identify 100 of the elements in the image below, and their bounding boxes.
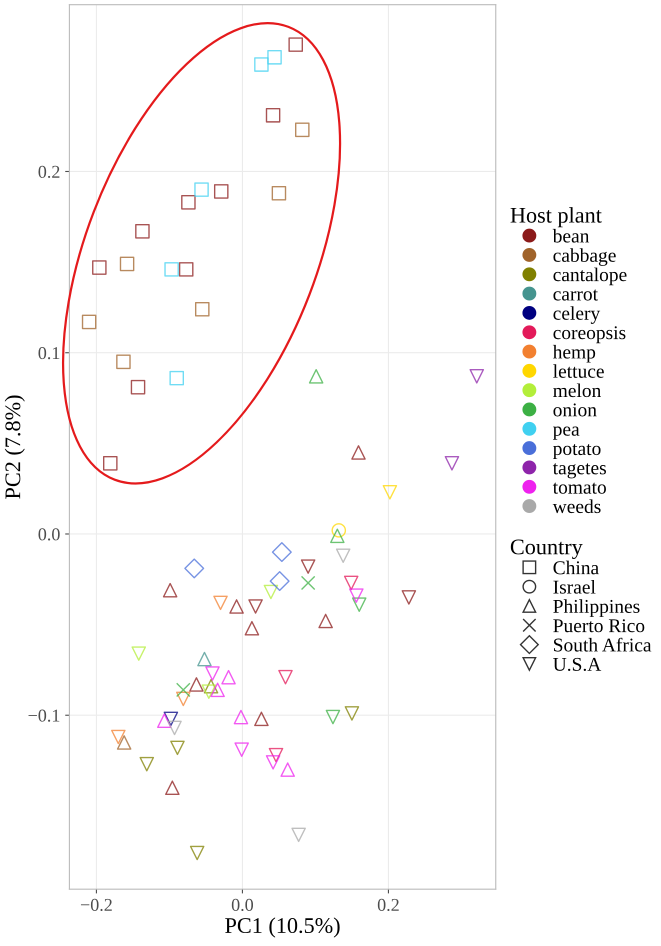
- legend-label: Puerto Rico: [553, 619, 644, 632]
- y-axis-title: PC2 (7.8%): [4, 395, 25, 499]
- point: [176, 682, 191, 698]
- point: [111, 730, 126, 744]
- point: [234, 710, 248, 724]
- y-tick-label: 0.2: [38, 166, 60, 178]
- point: [344, 576, 358, 590]
- point: [349, 588, 364, 603]
- point: [176, 692, 191, 706]
- point: [116, 354, 131, 370]
- point: [167, 720, 182, 736]
- point: [189, 677, 204, 692]
- point: [330, 528, 345, 544]
- point: [332, 523, 346, 538]
- point: [178, 262, 194, 277]
- x-tick-label: 0.2: [378, 898, 399, 912]
- legend-label: Philippines: [553, 599, 640, 617]
- legend-label: South Africa: [554, 638, 652, 652]
- point: [300, 559, 316, 574]
- point: [469, 369, 484, 384]
- point: [194, 302, 210, 317]
- point: [267, 50, 282, 65]
- point: [272, 186, 286, 201]
- point: [300, 576, 316, 590]
- point: [190, 846, 204, 860]
- point: [181, 195, 196, 210]
- y-tick-label: 0.1: [38, 346, 60, 360]
- point: [120, 256, 134, 272]
- point: [162, 582, 178, 598]
- legend-label: celery: [553, 306, 600, 324]
- legend-label: lettuce: [553, 364, 604, 378]
- point: [140, 756, 154, 772]
- point: [234, 742, 249, 757]
- point: [266, 755, 280, 770]
- point: [213, 596, 228, 610]
- point: [402, 590, 416, 605]
- point: [194, 182, 209, 197]
- point: [157, 713, 172, 728]
- point: [116, 735, 132, 750]
- point: [352, 597, 367, 612]
- x-tick-label: −0.2: [80, 898, 112, 912]
- point: [280, 762, 295, 777]
- text: Host plant: [510, 207, 602, 228]
- point: [278, 670, 293, 684]
- point: [197, 652, 212, 666]
- legend-label: coreopsis: [553, 326, 626, 344]
- point: [164, 712, 178, 726]
- point: [254, 57, 269, 72]
- point: [169, 370, 184, 386]
- point: [210, 682, 225, 698]
- point: [326, 710, 340, 724]
- point: [221, 670, 236, 684]
- point: [295, 122, 310, 138]
- point: [248, 599, 263, 614]
- point: [82, 314, 96, 330]
- legend-label: carrot: [553, 289, 598, 301]
- point: [131, 646, 146, 661]
- point: [444, 456, 460, 471]
- legend-label: hemp: [552, 344, 596, 363]
- legend-label: Israel: [553, 580, 596, 594]
- point: [254, 712, 269, 726]
- x-tick-label: 0.0: [232, 898, 254, 912]
- point: [318, 614, 333, 628]
- point: [204, 678, 218, 694]
- legend-label: onion: [553, 403, 597, 416]
- point: [130, 380, 146, 394]
- point: [229, 599, 244, 614]
- point: [103, 456, 118, 471]
- point: [205, 666, 220, 681]
- legend-label: cantalope: [553, 268, 627, 286]
- point: [165, 780, 180, 796]
- point: [170, 740, 185, 756]
- x-axis-title: PC1 (10.5%): [225, 917, 340, 938]
- point: [291, 828, 306, 842]
- point: [164, 262, 179, 277]
- legend-label: pea: [553, 426, 580, 440]
- legend-label: bean: [552, 228, 590, 243]
- point: [270, 571, 290, 592]
- legend-label: weeds: [552, 499, 601, 514]
- legend-label: China: [554, 560, 599, 574]
- legend-label: tagetes: [552, 463, 606, 478]
- legend-label: tomato: [552, 482, 606, 494]
- point: [244, 620, 260, 636]
- point: [266, 108, 280, 123]
- point: [214, 184, 229, 199]
- point: [336, 548, 350, 564]
- legend-label: potato: [553, 444, 601, 460]
- legend-label: cabbage: [553, 248, 616, 266]
- point: [202, 684, 216, 699]
- point: [344, 706, 360, 721]
- legend-label: melon: [553, 384, 602, 398]
- point: [288, 37, 303, 52]
- point: [264, 584, 278, 600]
- point: [382, 485, 398, 500]
- text: Country: [510, 539, 583, 560]
- point: [184, 558, 204, 578]
- point: [268, 748, 284, 762]
- point: [272, 542, 292, 562]
- point: [135, 224, 150, 239]
- y-tick-label: −0.1: [28, 709, 60, 722]
